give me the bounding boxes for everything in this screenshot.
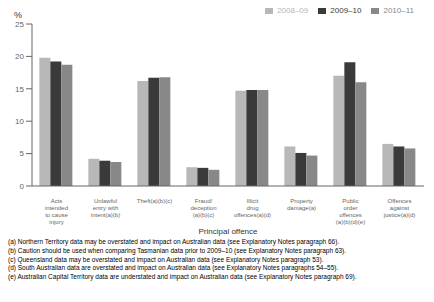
svg-text:10: 10 bbox=[15, 117, 24, 126]
svg-text:Principal offence: Principal offence bbox=[199, 227, 259, 236]
svg-text:Unlawfulentry withintent(a)(b): Unlawfulentry withintent(a)(b) bbox=[91, 198, 120, 218]
svg-text:20: 20 bbox=[15, 52, 24, 61]
svg-text:Theft(a)(b)(c): Theft(a)(b)(c) bbox=[137, 198, 172, 204]
svg-text:%: % bbox=[14, 10, 22, 20]
svg-text:15: 15 bbox=[15, 85, 24, 94]
svg-text:Publicorderoffences(a)(b)(d)(e: Publicorderoffences(a)(b)(d)(e) bbox=[336, 198, 365, 225]
html-text:(a) Northern Territory data ma: (a) Northern Territory data may be overs… bbox=[8, 238, 340, 245]
html-text:(e) Australian Capital Territo: (e) Australian Capital Territory data ar… bbox=[8, 273, 357, 281]
svg-text:25: 25 bbox=[15, 20, 24, 29]
svg-text:5: 5 bbox=[20, 149, 25, 158]
html-text:2009–10: 2009–10 bbox=[330, 6, 362, 15]
svg-text:0: 0 bbox=[20, 182, 25, 191]
html-text:(b) Caution should be used whe: (b) Caution should be used when comparin… bbox=[8, 246, 347, 254]
html-text:(d) South Australian data are: (d) South Australian data are overstated… bbox=[8, 264, 339, 272]
html-text:2010–11: 2010–11 bbox=[383, 6, 414, 15]
svg-text:Propertydamage(a): Propertydamage(a) bbox=[287, 198, 316, 211]
svg-text:Offencesagainstjustice(a)(d): Offencesagainstjustice(a)(d) bbox=[383, 198, 416, 218]
svg-text:Fraud/deception(a)(b)(c): Fraud/deception(a)(b)(c) bbox=[190, 198, 216, 218]
svg-text:Actsintendedto causeinjury: Actsintendedto causeinjury bbox=[45, 198, 69, 225]
svg-text:Illicitdrugoffences(a)(d): Illicitdrugoffences(a)(d) bbox=[234, 198, 271, 218]
html-text:2008–09: 2008–09 bbox=[277, 6, 309, 15]
html-text:(c) Queensland data may be ove: (c) Queensland data may be overstated an… bbox=[8, 255, 324, 263]
